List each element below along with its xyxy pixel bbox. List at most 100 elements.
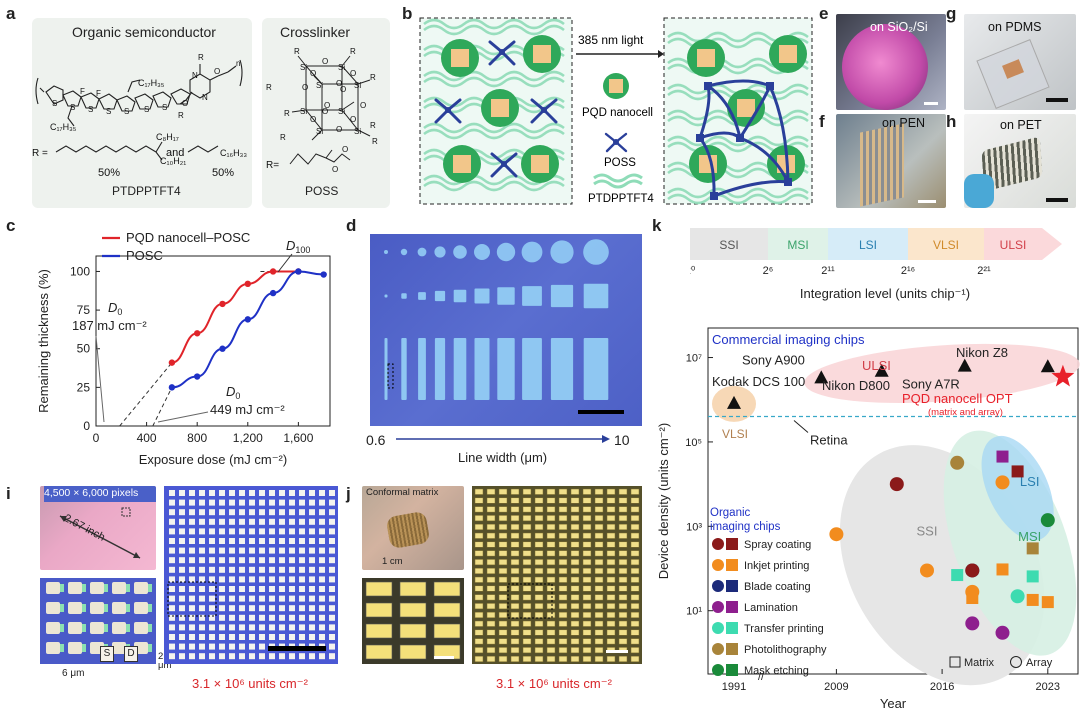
pixel [239, 614, 245, 621]
zoom-channel [148, 584, 152, 592]
pixel [289, 509, 295, 516]
zoom-pixel [90, 602, 104, 614]
pixel [269, 538, 275, 544]
pixel [474, 541, 484, 548]
pixel [179, 586, 185, 592]
plot-frame [95, 255, 331, 427]
pixel [169, 614, 175, 621]
pixel [570, 585, 580, 592]
zoom-pixel [134, 602, 148, 614]
perovskite-core [533, 45, 551, 63]
panel-label-a: a [6, 4, 16, 23]
pixel [189, 509, 195, 516]
pixel [319, 653, 325, 660]
atom-s-2: S [70, 103, 75, 112]
poss-o-7: O [360, 101, 366, 110]
pixel [630, 603, 640, 610]
organic-point-8 [965, 563, 980, 578]
pixel [606, 523, 616, 530]
pixel [319, 595, 325, 602]
atom-o-1: O [214, 67, 220, 76]
pixel [522, 594, 532, 601]
pixel [630, 629, 640, 636]
pixel [498, 655, 508, 662]
pixel [570, 603, 580, 610]
scale-tick-4: 2²¹ [977, 265, 991, 277]
poss-center [541, 107, 547, 113]
pixel [510, 594, 520, 601]
pixel [558, 594, 568, 601]
pixel [269, 547, 275, 554]
pixel [558, 620, 568, 627]
pixel [169, 518, 175, 525]
legend-square-0 [726, 538, 738, 550]
pixel [209, 566, 215, 573]
d0-label-b: D0 [226, 384, 240, 401]
legend-ptd-icon [593, 173, 643, 183]
density-j: 3.1 × 10⁶ units cm⁻² [496, 676, 612, 691]
pixel [259, 586, 265, 592]
pixel [582, 559, 592, 566]
data-point-0-2 [219, 300, 226, 308]
scale-label-msi: MSI [787, 238, 808, 252]
atom-s-3: S [88, 105, 93, 114]
pixel [209, 528, 215, 535]
pixel [279, 595, 285, 602]
pixel [279, 538, 285, 544]
poss-o-4: O [310, 69, 316, 78]
pixel [534, 559, 544, 566]
d0a-pointer [95, 335, 105, 423]
pixel [522, 559, 532, 566]
organic-point-14 [1011, 465, 1024, 478]
pixel [546, 550, 556, 557]
pixel [546, 647, 556, 654]
poss-r-6: R [370, 121, 376, 130]
d0b-pointer [157, 411, 209, 423]
pixel [594, 515, 604, 522]
pixel [546, 629, 556, 636]
atom-s-4: S [106, 107, 111, 116]
poss-center [501, 161, 507, 167]
pixel [582, 550, 592, 557]
pixel [269, 509, 275, 516]
scale-segment-msi [768, 228, 828, 260]
d100-pointer [277, 253, 293, 273]
pixel [259, 499, 265, 506]
pixel [239, 528, 245, 535]
pixel [179, 634, 185, 640]
zoom-pixel [112, 642, 126, 654]
pixel [594, 550, 604, 557]
pixel [229, 499, 235, 506]
atom-o-2: O [182, 99, 188, 108]
legend-label-1: Inkjet printing [744, 560, 809, 572]
dot-feature [434, 246, 446, 258]
pixel [299, 605, 305, 612]
c17h35-bottom: C₁₇H₃₅ [50, 122, 77, 132]
pixel [486, 515, 496, 522]
legend-circle-3 [712, 601, 724, 613]
panel-label-k: k [652, 216, 662, 235]
pct-50-right: 50% [212, 167, 234, 179]
pixel [179, 547, 185, 554]
organic-point-17 [1026, 542, 1039, 555]
pixel [522, 506, 532, 513]
pixel [474, 550, 484, 557]
pixel [229, 528, 235, 535]
legend-label-2: Blade coating [744, 581, 811, 593]
organic-point-10 [996, 563, 1009, 576]
pixel [522, 497, 532, 504]
x-tick-label-0: 1991 [722, 681, 746, 693]
pixel [498, 488, 508, 495]
camera-label-sony-a7r: Sony A7R [902, 377, 960, 392]
scale-label-vlsi: VLSI [933, 238, 959, 252]
pixel [546, 497, 556, 504]
x-tick-label-2: 2016 [930, 681, 954, 693]
pixel [606, 488, 616, 495]
x-tick-label: 400 [137, 431, 157, 445]
pixel [582, 594, 592, 601]
poss-r-4: R [266, 83, 272, 92]
d0a-sub: 0 [117, 307, 122, 317]
pixel [319, 586, 325, 592]
pixel [582, 488, 592, 495]
pixel [534, 603, 544, 610]
